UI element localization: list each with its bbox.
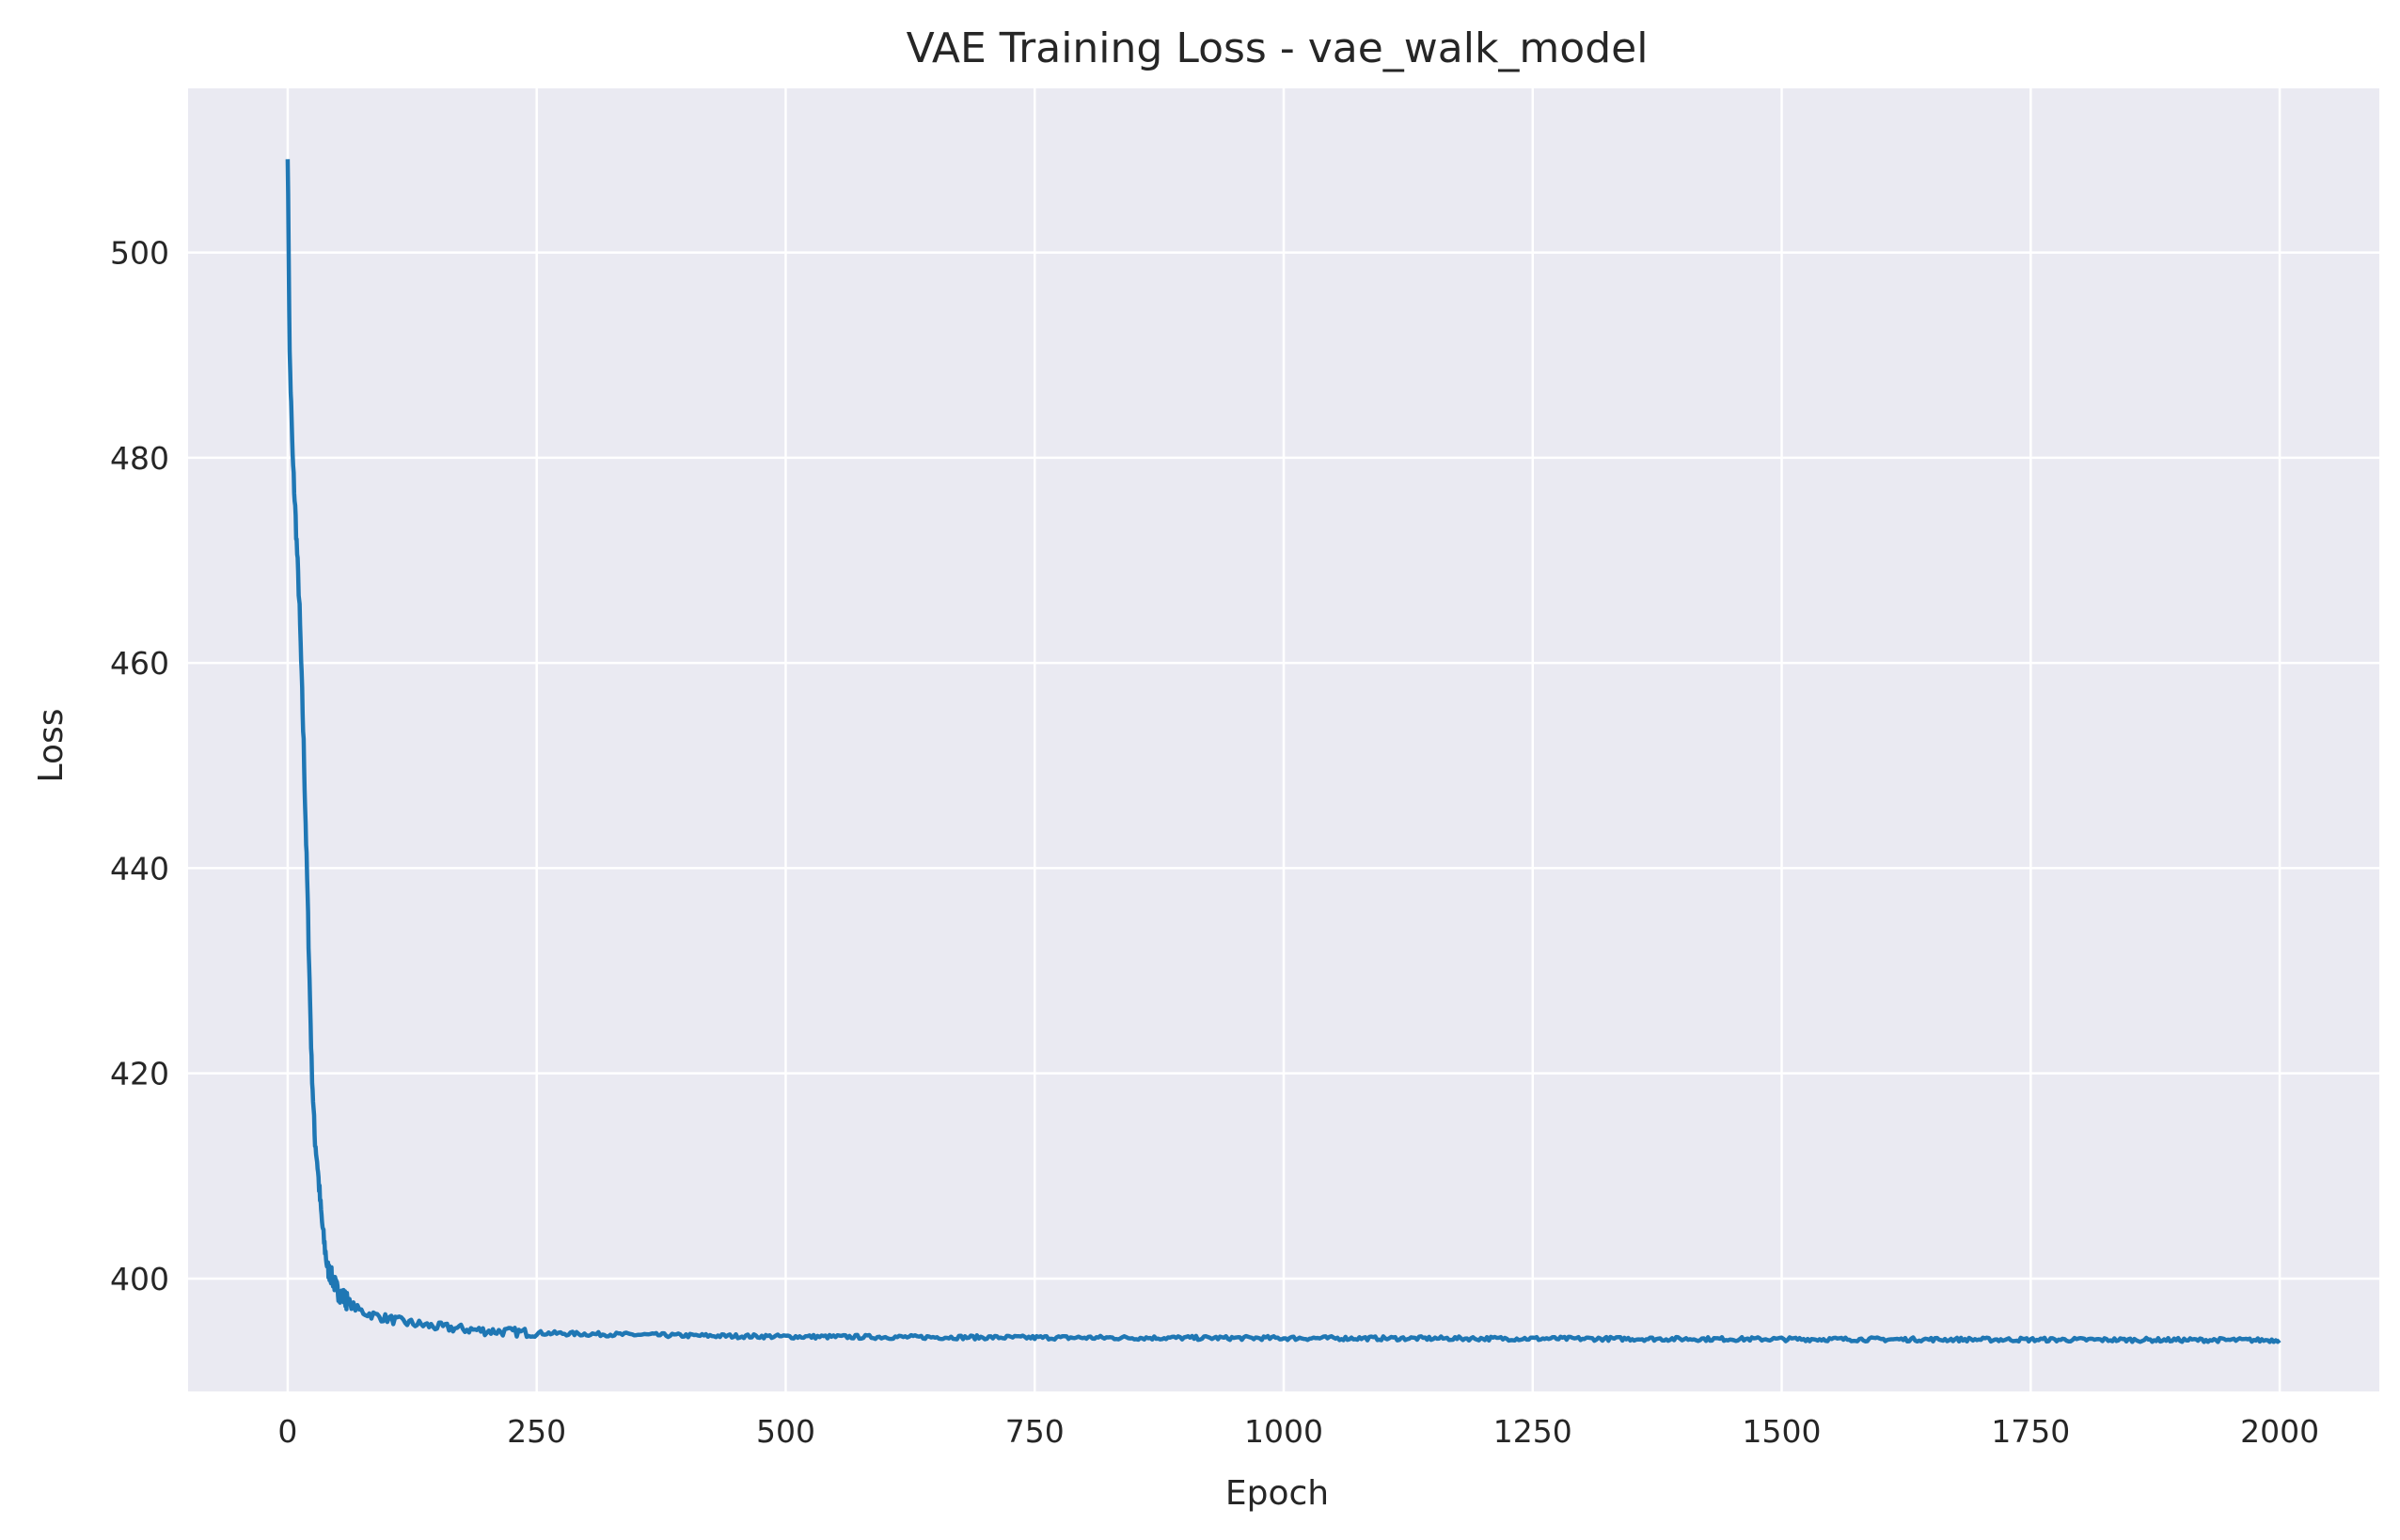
x-tick-label: 2000 xyxy=(2240,1413,2319,1450)
x-tick-label: 500 xyxy=(756,1413,815,1450)
series-layer xyxy=(285,159,2282,1344)
grid-lines xyxy=(188,88,2379,1391)
y-tick-label: 480 xyxy=(110,440,169,477)
chart-title: VAE Training Loss - vae_walk_model xyxy=(907,24,1649,72)
y-tick-label: 460 xyxy=(110,645,169,682)
tick-labels: 0 250 500 750 1000 1250 1500 1750 2000 400 420 440 4… xyxy=(110,235,2319,1450)
x-tick-label: 1250 xyxy=(1493,1413,1572,1450)
y-axis-label: Loss xyxy=(32,709,71,783)
x-tick-label: 1750 xyxy=(1991,1413,2070,1450)
x-axis-label: Epoch xyxy=(1225,1474,1329,1513)
y-tick-label: 500 xyxy=(110,235,169,272)
y-tick-label: 440 xyxy=(110,850,169,887)
x-tick-label: 250 xyxy=(507,1413,566,1450)
y-tick-label: 420 xyxy=(110,1056,169,1092)
x-tick-label: 1000 xyxy=(1244,1413,1323,1450)
x-tick-label: 750 xyxy=(1005,1413,1065,1450)
y-tick-label: 400 xyxy=(110,1261,169,1297)
loss-series-line xyxy=(285,159,2282,1344)
x-tick-label: 0 xyxy=(277,1413,297,1450)
x-tick-label: 1500 xyxy=(1743,1413,1822,1450)
